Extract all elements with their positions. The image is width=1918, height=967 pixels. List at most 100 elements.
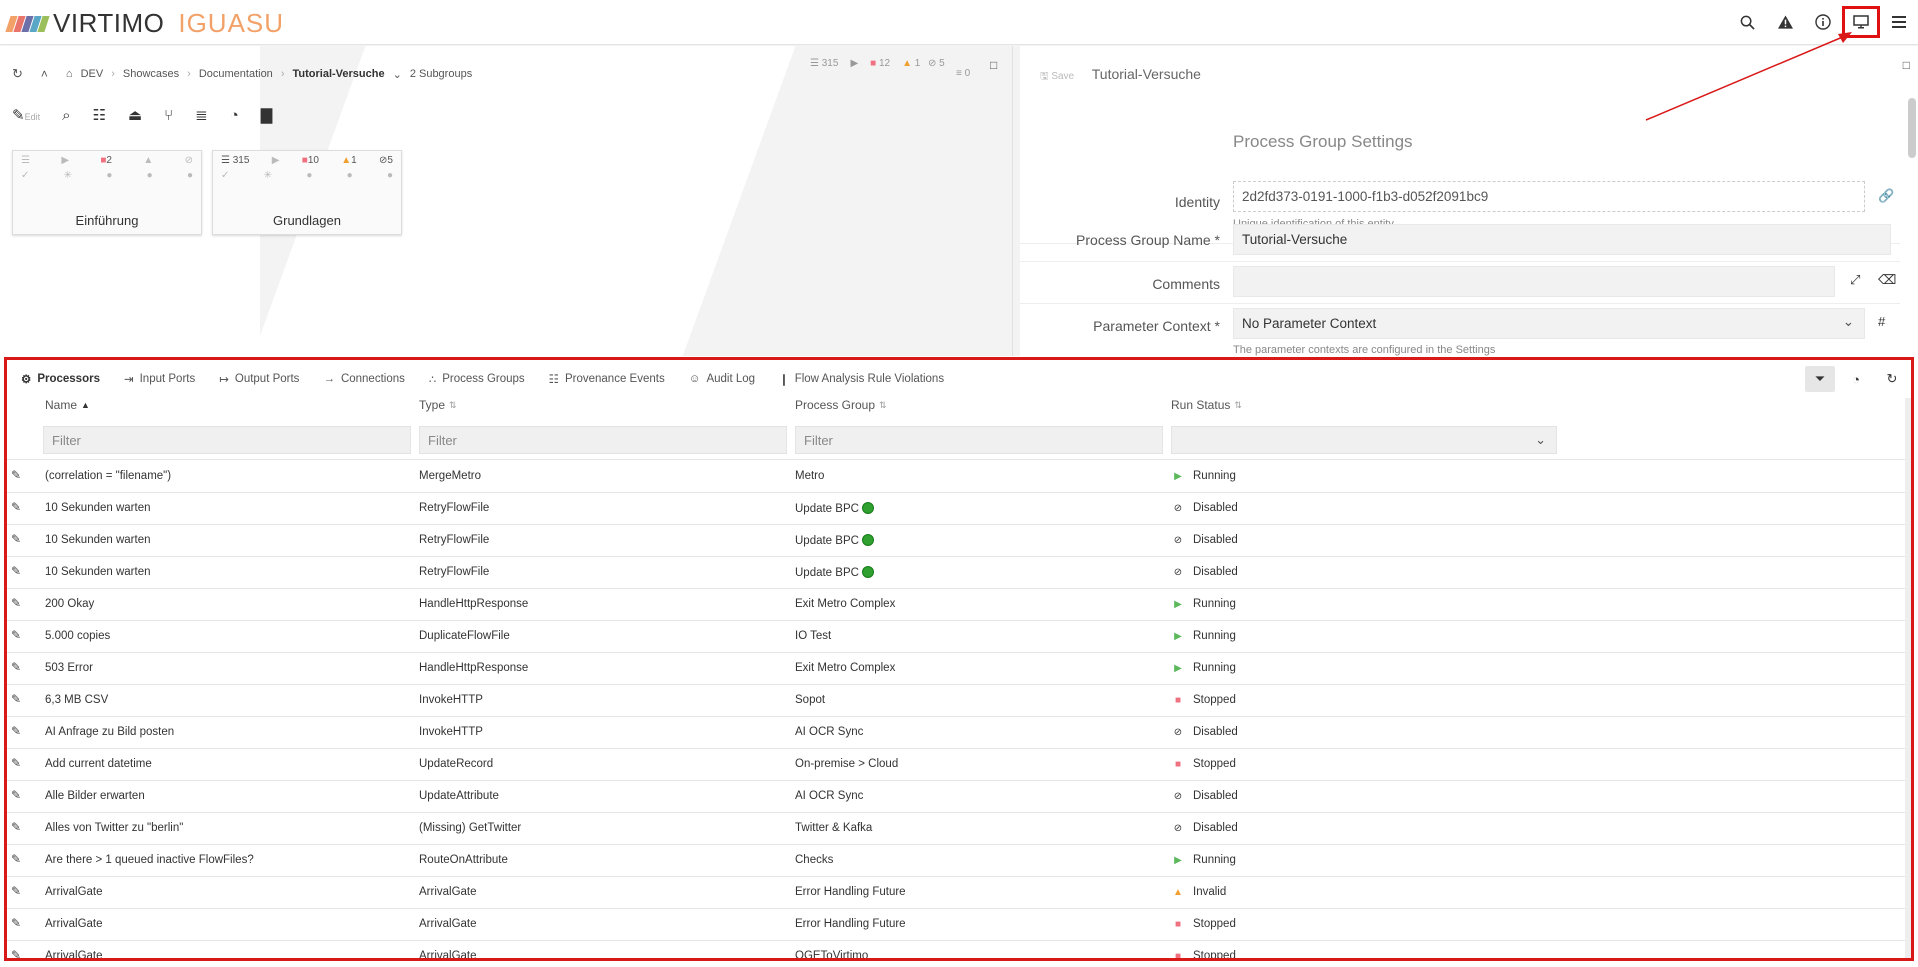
branch-icon[interactable]: ⑂: [164, 106, 174, 124]
tab-flow-analysis[interactable]: ❙ Flow Analysis Rule Violations: [779, 373, 945, 386]
table-row[interactable]: ✎ 10 Sekunden warten RetryFlowFile Update B…: [7, 557, 1909, 589]
table-row[interactable]: ✎ 10 Sekunden warten RetryFlowFile Update B…: [7, 493, 1909, 525]
refresh-icon[interactable]: ↻: [1886, 371, 1898, 386]
calendar-icon[interactable]: ☷: [92, 107, 106, 124]
edit-icon[interactable]: ✎: [11, 500, 22, 514]
logo[interactable]: VIRTIMO IGUASU: [5, 8, 284, 39]
maximize-icon[interactable]: □: [1902, 58, 1910, 72]
comments-field[interactable]: [1233, 266, 1835, 297]
cell-group[interactable]: AI OCR Sync: [795, 790, 864, 802]
flow-canvas[interactable]: ↻ ˄ ⌂ DEV › Showcases › Documentation › …: [0, 46, 1012, 356]
breadcrumb-documentation[interactable]: Documentation: [198, 68, 273, 80]
settings-scrollbar[interactable]: [1908, 98, 1916, 158]
zoom-icon[interactable]: ⌕: [62, 106, 71, 124]
table-row[interactable]: ✎ 6,3 MB CSV InvokeHTTP Sopot ■ Stopped: [7, 685, 1909, 717]
collapse-icon[interactable]: ˄: [40, 67, 48, 81]
edit-icon[interactable]: ✎: [11, 596, 22, 610]
table-row[interactable]: ✎ 5.000 copies DuplicateFlowFile IO Test ▶ Ru…: [7, 621, 1909, 653]
subgroups-count[interactable]: 2 Subgroups: [409, 68, 473, 80]
identity-field[interactable]: 2d2fd373-0191-1000-f1b3-d052f2091bc9: [1233, 181, 1865, 212]
maximize-icon[interactable]: □: [990, 58, 998, 72]
edit-icon[interactable]: ✎: [11, 468, 22, 482]
cell-group[interactable]: Exit Metro Complex: [795, 598, 896, 610]
upload-icon[interactable]: ⏏: [127, 107, 143, 124]
group-filter[interactable]: Filter: [795, 426, 1163, 454]
table-row[interactable]: ✎ (correlation = "filename") MergeMetro Met…: [7, 461, 1909, 493]
edit-icon[interactable]: ✎: [11, 948, 22, 961]
edit-icon[interactable]: ✎: [11, 628, 22, 642]
tab-processors[interactable]: ⚙ Processors: [21, 373, 100, 386]
monitor-icon[interactable]: [1842, 6, 1880, 38]
table-row[interactable]: ✎ Add current datetime UpdateRecord On-prem…: [7, 749, 1909, 781]
table-row[interactable]: ✎ ArrivalGate ArrivalGate OGEToVirtimo ■ Stop…: [7, 941, 1909, 961]
cell-group[interactable]: Checks: [795, 854, 834, 866]
tab-audit-log[interactable]: ☺ Audit Log: [688, 373, 756, 385]
panel-splitter[interactable]: [1012, 46, 1020, 356]
edit-icon[interactable]: ✎: [11, 788, 22, 802]
type-filter[interactable]: Filter: [419, 426, 787, 454]
expand-icon[interactable]: ⤢: [1850, 272, 1861, 287]
info-icon[interactable]: [1804, 6, 1842, 38]
gauge-icon[interactable]: ◔: [1852, 371, 1860, 387]
table-row[interactable]: ✎ 200 Okay HandleHttpResponse Exit Metro Co…: [7, 589, 1909, 621]
name-filter[interactable]: Filter: [43, 426, 411, 454]
cell-group[interactable]: Sopot: [795, 694, 826, 706]
tab-input-ports[interactable]: ⇥ Input Ports: [123, 373, 196, 386]
eraser-icon[interactable]: ⌫: [1878, 272, 1897, 287]
table-row[interactable]: ✎ AI Anfrage zu Bild posten InvokeHTTP AI O…: [7, 717, 1909, 749]
edit-icon[interactable]: ✎: [11, 852, 22, 866]
edit-button[interactable]: ✎Edit: [12, 107, 41, 124]
name-field[interactable]: Tutorial-Versuche: [1233, 224, 1891, 255]
tab-connections[interactable]: → Connections: [323, 373, 405, 385]
edit-icon[interactable]: ✎: [11, 916, 22, 930]
edit-icon[interactable]: ✎: [11, 532, 22, 546]
cell-group[interactable]: On-premise > Cloud: [795, 758, 899, 770]
table-row[interactable]: ✎ 503 Error HandleHttpResponse Exit Metro C…: [7, 653, 1909, 685]
cell-group[interactable]: Update BPC: [795, 534, 874, 547]
table-row[interactable]: ✎ ArrivalGate ArrivalGate Error Handling Fu…: [7, 909, 1909, 941]
refresh-icon[interactable]: ↻: [12, 66, 23, 81]
filter-icon[interactable]: ⏷: [1805, 366, 1835, 392]
edit-icon[interactable]: ✎: [11, 660, 22, 674]
menu-icon[interactable]: [1880, 6, 1918, 38]
cell-group[interactable]: Update BPC: [795, 566, 874, 579]
cell-group[interactable]: Error Handling Future: [795, 886, 906, 898]
table-row[interactable]: ✎ 10 Sekunden warten RetryFlowFile Update B…: [7, 525, 1909, 557]
link-icon[interactable]: 🔗: [1878, 188, 1895, 203]
param-select[interactable]: No Parameter Context ⌄: [1233, 308, 1865, 339]
col-run-status[interactable]: Run Status ⇅: [1171, 398, 1242, 412]
hash-icon[interactable]: #: [1878, 314, 1886, 329]
search-icon[interactable]: [1728, 6, 1766, 38]
edit-icon[interactable]: ✎: [11, 756, 22, 770]
table-row[interactable]: ✎ ArrivalGate ArrivalGate Error Handling Fu…: [7, 877, 1909, 909]
edit-icon[interactable]: ✎: [11, 692, 22, 706]
col-process-group[interactable]: Process Group ⇅: [795, 398, 887, 412]
breadcrumb-dev[interactable]: DEV: [80, 68, 104, 80]
chevron-down-icon[interactable]: ⌄: [392, 68, 402, 81]
tab-provenance-events[interactable]: ☷ Provenance Events: [548, 373, 665, 386]
table-row[interactable]: ✎ Alles von Twitter zu "berlin" (Missing) …: [7, 813, 1909, 845]
table-scrollbar[interactable]: [1905, 398, 1911, 958]
edit-icon[interactable]: ✎: [11, 564, 22, 578]
process-group-card[interactable]: ☰ 315 ▶ ■10 ▲1 ⊘5 ✓ ✳ ● ● ● Grundlagen: [212, 150, 402, 235]
save-button[interactable]: 🖫 Save: [1040, 71, 1075, 82]
breadcrumb-showcases[interactable]: Showcases: [122, 68, 180, 80]
cell-group[interactable]: IO Test: [795, 630, 832, 642]
tab-output-ports[interactable]: ↦ Output Ports: [219, 373, 300, 386]
status-filter[interactable]: ⌄: [1171, 426, 1557, 454]
col-name[interactable]: Name ▲: [45, 398, 90, 412]
col-type[interactable]: Type ⇅: [419, 398, 457, 412]
cell-group[interactable]: Error Handling Future: [795, 918, 906, 930]
layers-icon[interactable]: ≣: [195, 107, 208, 124]
cell-group[interactable]: AI OCR Sync: [795, 726, 864, 738]
table-row[interactable]: ✎ Alle Bilder erwarten UpdateAttribute AI O…: [7, 781, 1909, 813]
cell-group[interactable]: OGEToVirtimo: [795, 950, 869, 961]
table-row[interactable]: ✎ Are there > 1 queued inactive FlowFiles…: [7, 845, 1909, 877]
cell-group[interactable]: Exit Metro Complex: [795, 662, 896, 674]
process-group-card[interactable]: ☰ ▶ ■2 ▲ ⊘ ✓ ✳ ● ● ● Einführung: [12, 150, 202, 235]
tab-process-groups[interactable]: ∴ Process Groups: [428, 373, 525, 386]
cell-group[interactable]: Metro: [795, 470, 825, 482]
cell-group[interactable]: Update BPC: [795, 502, 874, 515]
chart-icon[interactable]: ▇: [260, 107, 273, 124]
cell-group[interactable]: Twitter & Kafka: [795, 822, 873, 834]
